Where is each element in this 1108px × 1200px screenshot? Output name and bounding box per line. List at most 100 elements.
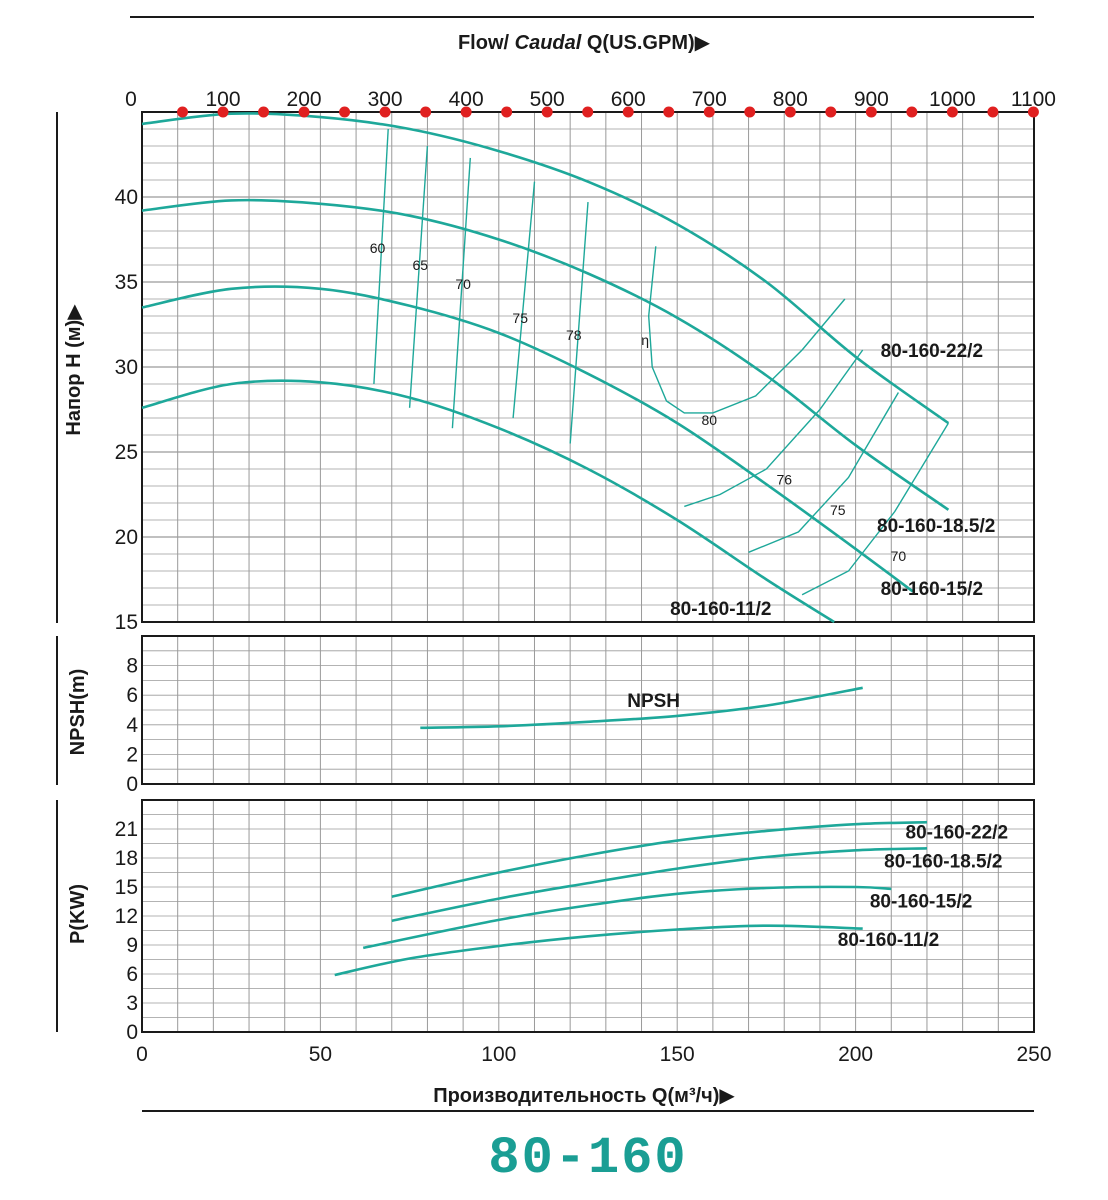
top-axis-dot — [744, 106, 756, 118]
curve-label: 80-160-18.5/2 — [877, 516, 995, 537]
bottom-axis: 0 50 100 150 200 250 — [136, 1043, 1051, 1066]
top-axis-dot — [703, 106, 715, 118]
y-tick-label: 30 — [115, 356, 138, 379]
top-axis-dot — [865, 106, 877, 118]
top-axis-dot — [258, 106, 270, 118]
y-tick-label: 18 — [115, 847, 138, 870]
y-tick-label: 0 — [126, 773, 138, 796]
bottom-tick-label: 200 — [838, 1043, 873, 1066]
top-tick-label: 900 — [854, 88, 889, 111]
bottom-tick-label: 150 — [660, 1043, 695, 1066]
top-tick-label: 1100 — [1011, 88, 1056, 111]
top-tick-label: 300 — [368, 88, 403, 111]
curve-label: NPSH — [627, 691, 680, 712]
curve-80-160-15-2 — [362, 885, 892, 950]
efficiency-label: 75 — [512, 310, 528, 326]
curve-80-160-18-5-2 — [141, 198, 950, 511]
top-axis-dot — [987, 106, 999, 118]
curve-label: 80-160-18.5/2 — [884, 852, 1002, 873]
bottom-tick-label: 50 — [309, 1043, 332, 1066]
top-axis-dot — [825, 106, 837, 118]
bottom-tick-label: 0 — [136, 1043, 148, 1066]
top-axis-dot — [663, 106, 675, 118]
efficiency-label: 80 — [702, 412, 718, 428]
top-axis-dot — [460, 106, 472, 118]
npsh-panel: 0 2 4 6 8 NPSH — [126, 635, 1035, 796]
curve-label: 80-160-15/2 — [881, 579, 983, 600]
efficiency-line — [569, 202, 589, 444]
bottom-tick-label: 250 — [1016, 1043, 1051, 1066]
top-tick-label: 600 — [611, 88, 646, 111]
efficiency-label: 65 — [413, 257, 429, 273]
y-tick-label: 40 — [115, 186, 138, 209]
top-axis-title: Flow/ Caudal Q(US.GPM)▶ — [458, 32, 711, 54]
top-axis-dot — [1027, 106, 1039, 118]
efficiency-line — [684, 349, 864, 508]
efficiency-label: 70 — [891, 548, 907, 564]
efficiency-line — [373, 128, 389, 385]
power-panel: 0 3 6 9 12 15 18 21 80-160-22/2 80-160-18.5/2 80-1… — [115, 799, 1035, 1044]
efficiency-line — [512, 181, 536, 419]
y-tick-label: 6 — [126, 684, 138, 707]
efficiency-line — [451, 157, 471, 429]
top-axis: 0 100 200 300 400 500 600 700 800 900 1000 1100 — [125, 88, 1056, 118]
top-axis-dot — [177, 106, 189, 118]
top-tick-label: 500 — [530, 88, 565, 111]
top-tick-label: 400 — [449, 88, 484, 111]
curve-80-160-11-2 — [334, 924, 863, 977]
efficiency-label: 78 — [566, 327, 582, 343]
top-axis-dot — [622, 106, 634, 118]
curve-80-160-15-2 — [141, 285, 914, 593]
plot-frame — [141, 799, 1035, 1033]
curve-80-160-22-2 — [141, 112, 950, 425]
top-tick-label: 1000 — [929, 88, 976, 111]
top-axis-dot — [582, 106, 594, 118]
efficiency-line — [647, 246, 846, 414]
y-tick-label: 35 — [115, 271, 138, 294]
top-axis-dot — [946, 106, 958, 118]
efficiency-label: 70 — [455, 276, 471, 292]
y-tick-label: 15 — [115, 876, 138, 899]
bottom-axis-title: Производительность Q(м³/ч)▶ — [433, 1085, 735, 1107]
model-title: 80-160 — [488, 1129, 687, 1188]
curve-label: 80-160-11/2 — [838, 930, 939, 951]
bottom-tick-label: 100 — [481, 1043, 516, 1066]
y-tick-label: 0 — [126, 1021, 138, 1044]
efficiency-label: 76 — [776, 471, 792, 487]
y-tick-label: 6 — [126, 963, 138, 986]
y-tick-label: 9 — [126, 934, 138, 957]
efficiency-symbol: η — [641, 332, 649, 348]
power-axis-title: P(KW) — [67, 884, 89, 944]
efficiency-line — [748, 392, 900, 553]
top-axis-dot — [784, 106, 796, 118]
head-panel: 15 20 25 30 35 40 60 65 70 75 78 η 80 76 75 70 80-160-22… — [115, 111, 1035, 634]
efficiency-line — [801, 422, 949, 596]
efficiency-label: 60 — [370, 240, 386, 256]
curve-80-160-11-2 — [141, 379, 835, 624]
y-tick-label: 3 — [126, 992, 138, 1015]
y-tick-label: 12 — [115, 905, 138, 928]
curve-label: 80-160-11/2 — [670, 599, 771, 620]
top-tick-label: 700 — [692, 88, 727, 111]
plot-frame — [141, 635, 1035, 785]
top-axis-dot — [379, 106, 391, 118]
top-axis-dot — [906, 106, 918, 118]
curve-npsh — [420, 686, 863, 730]
y-tick-label: 15 — [115, 611, 138, 634]
efficiency-label: 75 — [830, 502, 846, 518]
top-axis-dot — [420, 106, 432, 118]
curve-80-160-22-2 — [391, 820, 928, 898]
top-axis-dot — [217, 106, 229, 118]
top-axis-dot — [501, 106, 513, 118]
curve-label: 80-160-15/2 — [870, 891, 972, 912]
y-tick-label: 20 — [115, 526, 138, 549]
top-axis-dot — [298, 106, 310, 118]
curve-label: 80-160-22/2 — [881, 341, 983, 362]
top-axis-dot — [339, 106, 351, 118]
curve-label: 80-160-22/2 — [906, 823, 1008, 844]
y-tick-label: 21 — [115, 818, 138, 841]
y-tick-label: 2 — [126, 743, 138, 766]
y-tick-label: 25 — [115, 441, 138, 464]
y-tick-label: 4 — [126, 714, 138, 737]
